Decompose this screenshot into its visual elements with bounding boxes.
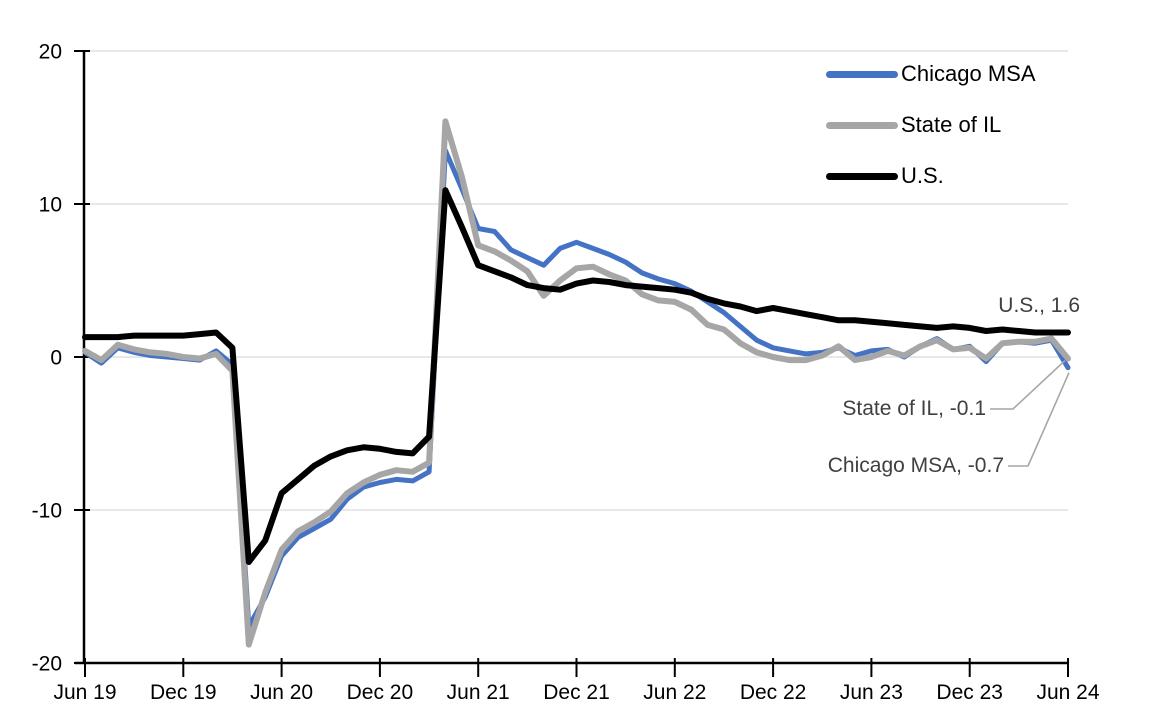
x-axis-tick-label: Jun 23: [840, 681, 903, 704]
x-axis-tick-label: Dec 21: [543, 681, 610, 704]
legend-label-chicago-msa: Chicago MSA: [901, 61, 1036, 86]
x-axis-tick-label: Dec 19: [150, 681, 217, 704]
y-axis-tick-label: 10: [39, 194, 62, 217]
y-axis-tick-label: -20: [32, 653, 62, 676]
legend-swatch-chicago-msa: [826, 70, 898, 78]
leader-line-chicago-msa: [1008, 372, 1070, 467]
series-line-state-of-il: [82, 118, 1071, 648]
x-axis-tick-label: Dec 23: [936, 681, 1003, 704]
legend-label-state-of-il: State of IL: [901, 112, 1002, 137]
legend-item-chicago-msa: Chicago MSA: [826, 61, 1036, 87]
legend-swatch-state-of-il: [826, 121, 898, 129]
legend-label-us: U.S.: [901, 163, 944, 188]
legend-item-state-of-il: State of IL: [826, 112, 1036, 138]
y-axis-tick-label: 0: [50, 347, 62, 370]
legend: Chicago MSA State of IL U.S.: [826, 61, 1036, 214]
x-axis-tick-label: Jun 24: [1036, 681, 1099, 704]
x-axis-tick-label: Jun 19: [53, 681, 116, 704]
x-axis-tick-label: Jun 22: [643, 681, 706, 704]
x-axis-tick-label: Jun 20: [250, 681, 313, 704]
legend-item-us: U.S.: [826, 163, 1036, 189]
x-axis-tick-label: Dec 22: [740, 681, 807, 704]
y-axis-tick-label: 20: [39, 41, 62, 64]
y-axis-tick-label: -10: [32, 500, 62, 523]
annotation-chicago-msa-value: Chicago MSA, -0.7: [827, 454, 1004, 477]
x-axis-tick-label: Jun 21: [447, 681, 510, 704]
x-axis-tick-label: Dec 20: [347, 681, 414, 704]
series-line-u-s-: [82, 187, 1071, 565]
legend-swatch-us: [826, 172, 898, 180]
leader-line-state-of-il: [990, 359, 1066, 410]
annotation-state-of-il-value: State of IL, -0.1: [842, 397, 986, 420]
annotation-us-value: U.S., 1.6: [998, 294, 1080, 317]
